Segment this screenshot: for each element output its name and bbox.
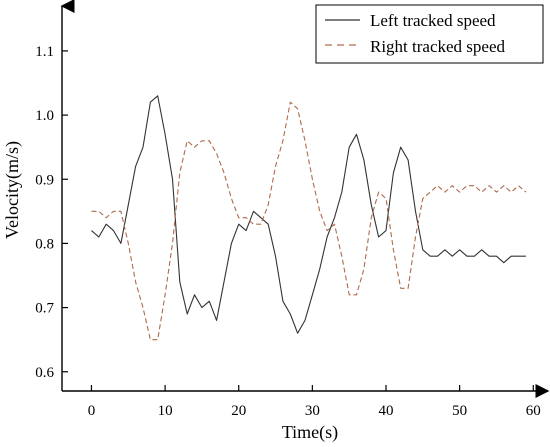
y-tick-label: 0.8 xyxy=(35,236,54,252)
x-tick-label: 0 xyxy=(88,403,96,419)
legend-box xyxy=(315,4,544,64)
x-ticks: 0 10 20 30 40 50 60 xyxy=(88,385,541,419)
series-layer xyxy=(91,95,527,341)
legend: Left tracked speed Right tracked speed xyxy=(315,4,544,64)
legend-label-right: Right tracked speed xyxy=(370,37,506,56)
y-tick-label: 0.7 xyxy=(35,301,54,317)
x-tick-label: 30 xyxy=(305,403,320,419)
y-tick-label: 0.6 xyxy=(35,365,54,381)
series-left-tracked-speed xyxy=(91,95,526,334)
x-axis-label: Time(s) xyxy=(282,422,338,443)
y-tick-label: 0.9 xyxy=(35,172,54,188)
x-tick-label: 40 xyxy=(379,403,394,419)
y-tick-label: 1.0 xyxy=(35,108,54,124)
x-tick-label: 60 xyxy=(526,403,541,419)
x-tick-label: 50 xyxy=(452,403,467,419)
x-tick-label: 10 xyxy=(158,403,173,419)
y-axis-label: Velocity(m/s) xyxy=(2,141,23,239)
plot-area xyxy=(91,95,527,341)
y-ticks: 0.6 0.7 0.8 0.9 1.0 1.1 xyxy=(35,44,68,381)
legend-label-left: Left tracked speed xyxy=(370,11,496,30)
x-tick-label: 20 xyxy=(231,403,246,419)
y-tick-label: 1.1 xyxy=(35,44,54,60)
series-right-tracked-speed xyxy=(91,101,527,341)
